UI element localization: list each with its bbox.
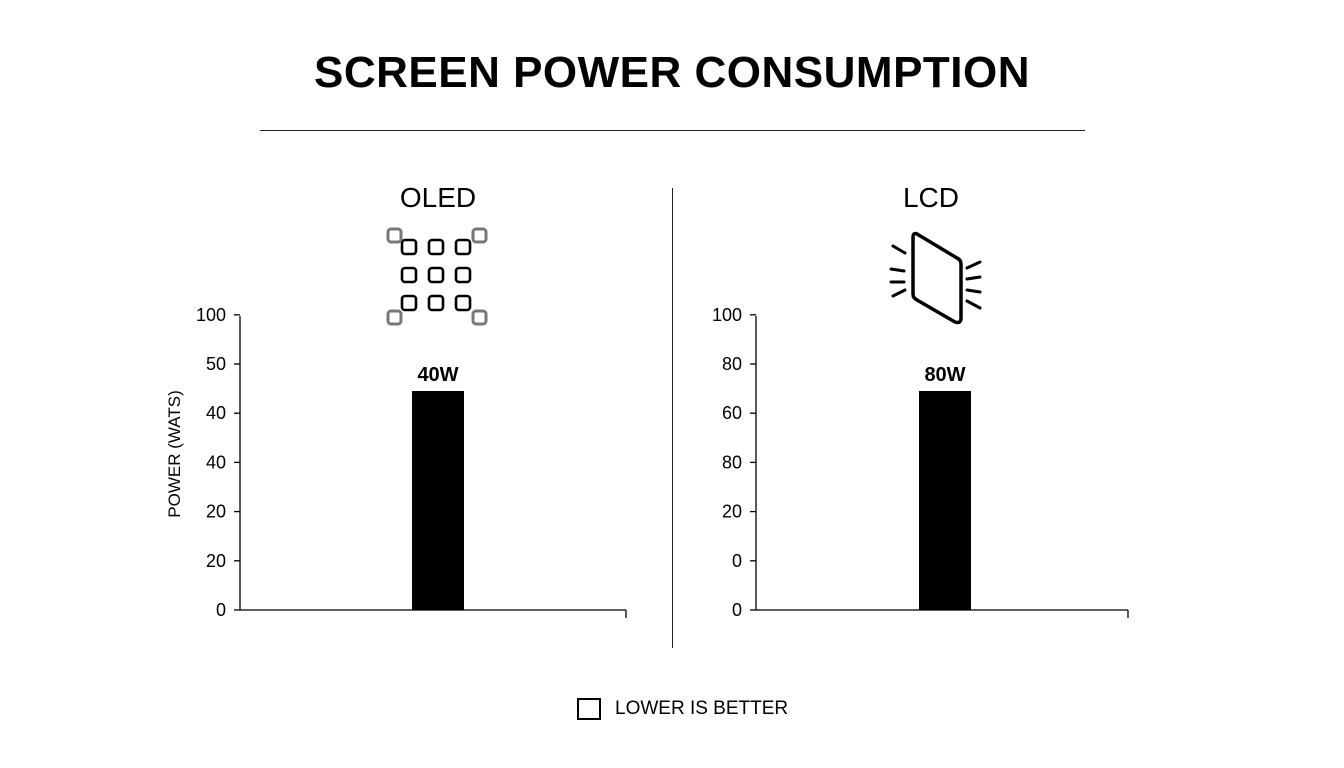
- oled-y-tick-label: 40: [206, 452, 226, 472]
- lcd-y-tick-label: 80: [722, 452, 742, 472]
- lcd-y-tick-label: 60: [722, 403, 742, 423]
- oled-y-axis-title: POWER (WATS): [165, 390, 184, 517]
- legend-swatch: [577, 698, 601, 720]
- lcd-chart: 0 0 20 80 60 80 100 80W: [712, 305, 1129, 620]
- page-title: SCREEN POWER CONSUMPTION: [313, 48, 1031, 97]
- legend: LOWER IS BETTER: [577, 698, 788, 720]
- oled-pixel-grid-icon: [382, 224, 492, 335]
- oled-y-tick-label: 20: [206, 551, 226, 571]
- oled-bar-value-label: 40W: [417, 364, 458, 386]
- oled-bar: [412, 391, 464, 610]
- lcd-y-tick-label: 20: [722, 502, 742, 522]
- oled-y-tick-label: 20: [206, 502, 226, 522]
- lcd-y-tick-label: 0: [732, 551, 742, 571]
- lcd-bar-value-label: 80W: [924, 364, 965, 386]
- oled-y-tick-label: 0: [216, 600, 226, 620]
- title-divider: [260, 130, 1085, 131]
- oled-y-tick-label: 100: [196, 305, 226, 325]
- lcd-y-tick-label: 100: [712, 305, 742, 325]
- oled-chart-title: OLED: [399, 182, 477, 213]
- lcd-y-tick-label: 80: [722, 354, 742, 374]
- center-divider: [672, 188, 673, 648]
- oled-y-tick-label: 50: [206, 354, 226, 374]
- lcd-backlit-panel-icon: [885, 226, 985, 335]
- lcd-y-tick-label: 0: [732, 600, 742, 620]
- legend-label: LOWER IS BETTER: [615, 698, 789, 719]
- oled-y-tick-label: 40: [206, 403, 226, 423]
- lcd-chart-title: LCD: [902, 182, 959, 213]
- lcd-bar: [919, 391, 971, 610]
- oled-chart: 0 20 20 40 40 50 100 40W POWER (WATS): [165, 305, 627, 620]
